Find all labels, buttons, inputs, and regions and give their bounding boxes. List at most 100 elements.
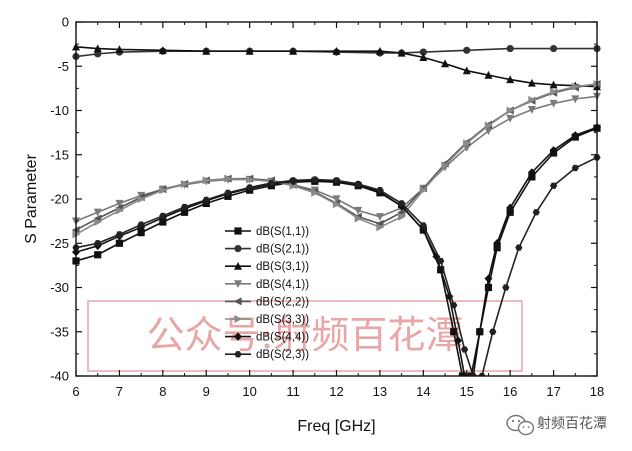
y-axis-title: S Parameter [23, 153, 40, 243]
data-point-s8-16 [398, 200, 406, 207]
watermark-text: 公众号:射频百花潭 [147, 313, 464, 357]
data-point-s8-19 [450, 302, 458, 309]
legend: dB(S(1,1)) dB(S(2,1)) dB(S(3,1)) dB(S(4,1))… [225, 226, 309, 361]
legend-label: dB(S(3,1)) [256, 261, 309, 273]
y-tick-label-0: 0 [62, 15, 69, 30]
legend-label: dB(S(3,3)) [256, 314, 309, 326]
series-6 [72, 79, 602, 239]
data-point-s6-17 [419, 186, 428, 195]
y-tick-label--30: -30 [50, 280, 69, 295]
series-line-7 [75, 126, 598, 376]
data-point-s7-20 [454, 336, 463, 345]
data-point-s6-13 [332, 200, 341, 209]
x-tick-label-17: 17 [546, 384, 560, 399]
x-tick-label-7: 7 [116, 384, 123, 399]
y-tick-label--25: -25 [50, 236, 69, 251]
data-point-s8-13 [332, 177, 341, 184]
data-point-s8-5 [159, 212, 167, 219]
y-tick-label--10: -10 [50, 103, 69, 118]
data-point-s6-20 [484, 121, 493, 130]
data-point-s8-11 [289, 177, 297, 184]
data-point-s6-15 [376, 223, 385, 232]
axes: 6 7 8 9 10 11 12 13 14 15 16 17 18 0 -5 -10 -15 -20 -25 -30… [23, 15, 604, 436]
legend-entry-7: dB(S(4,4)) [225, 332, 309, 344]
data-point-s7-26 [506, 203, 515, 213]
data-point-s1-3 [115, 239, 124, 247]
data-point-s4-2 [93, 208, 102, 217]
data-point-s8-10 [267, 179, 275, 187]
data-point-s3-5 [202, 47, 211, 55]
legend-marker [234, 351, 242, 358]
data-point-s2-13 [506, 44, 514, 53]
data-point-s3-7 [289, 47, 298, 55]
data-point-s3-3 [115, 45, 124, 54]
data-point-s4-3 [115, 199, 124, 208]
data-point-s7-25 [493, 239, 502, 248]
data-point-s6-22 [528, 95, 537, 104]
data-point-s4-22 [527, 106, 536, 114]
data-point-s1-23 [484, 283, 493, 292]
data-point-s2-11 [419, 48, 427, 56]
data-point-s6-14 [354, 214, 363, 223]
data-point-s6-12 [311, 188, 319, 197]
data-point-s1-19 [450, 328, 458, 336]
y-tick-label--20: -20 [50, 192, 69, 207]
data-point-s3-15 [506, 75, 515, 84]
data-point-s4-23 [549, 99, 558, 108]
data-point-s8-20 [460, 346, 469, 353]
data-point-s8-4 [137, 221, 145, 228]
data-point-s2-12 [463, 46, 471, 54]
data-point-s8-8 [224, 189, 232, 196]
legend-label: dB(S(2,3)) [256, 349, 309, 361]
data-point-s8-24 [502, 284, 510, 291]
legend-entry-6: dB(S(3,3)) [225, 314, 309, 326]
data-point-s3-10 [397, 48, 406, 57]
data-point-s6-8 [224, 174, 233, 183]
x-tick-label-13: 13 [373, 384, 387, 399]
data-point-s4-24 [571, 95, 580, 104]
data-point-s1-24 [493, 244, 501, 252]
data-point-s3-14 [484, 70, 493, 79]
data-point-s3-6 [245, 47, 254, 55]
data-point-s7-29 [571, 131, 580, 140]
data-point-s6-16 [398, 212, 406, 221]
x-tick-label-9: 9 [203, 384, 210, 399]
data-point-s7-27 [527, 168, 536, 177]
data-point-s8-25 [515, 244, 523, 251]
legend-marker [234, 227, 242, 235]
x-axis-title: Freq [GHz] [297, 418, 375, 435]
legend-label: dB(S(1,1)) [256, 226, 309, 238]
data-point-s1-4 [137, 229, 145, 237]
data-point-s8-28 [571, 164, 579, 172]
y-tick-label--35: -35 [50, 324, 69, 339]
data-point-s3-4 [158, 46, 167, 54]
data-point-s3-11 [419, 53, 428, 61]
data-point-s3-16 [527, 78, 536, 87]
data-point-s8-21 [469, 372, 477, 376]
data-point-s4-15 [375, 213, 384, 221]
series-layer [71, 42, 602, 376]
y-tick-label--15: -15 [50, 147, 69, 162]
legend-entry-5: dB(S(2,2)) [225, 296, 309, 308]
data-point-s6-19 [463, 139, 471, 148]
data-point-s1-26 [528, 173, 536, 181]
data-point-s4-14 [354, 206, 363, 215]
x-tick-label-8: 8 [159, 384, 166, 399]
data-point-s8-17 [419, 222, 427, 229]
legend-entry-2: dB(S(2,1)) [225, 244, 309, 256]
data-point-s3-8 [332, 47, 341, 55]
data-point-s3-2 [93, 44, 102, 53]
data-point-s8-22 [478, 372, 486, 376]
wechat-badge: 射频百花潭 [506, 414, 607, 436]
data-point-s1-2 [94, 251, 102, 259]
series-3 [72, 42, 601, 91]
data-point-s8-12 [311, 176, 319, 183]
legend-entry-3: dB(S(3,1)) [225, 261, 309, 273]
legend-marker [234, 280, 242, 288]
legend-label: dB(S(2,1)) [256, 244, 309, 256]
data-point-s3-17 [549, 80, 558, 89]
watermark: 公众号:射频百花潭 [87, 300, 523, 372]
data-point-s6-5 [159, 186, 168, 195]
data-point-s3-12 [441, 59, 450, 68]
